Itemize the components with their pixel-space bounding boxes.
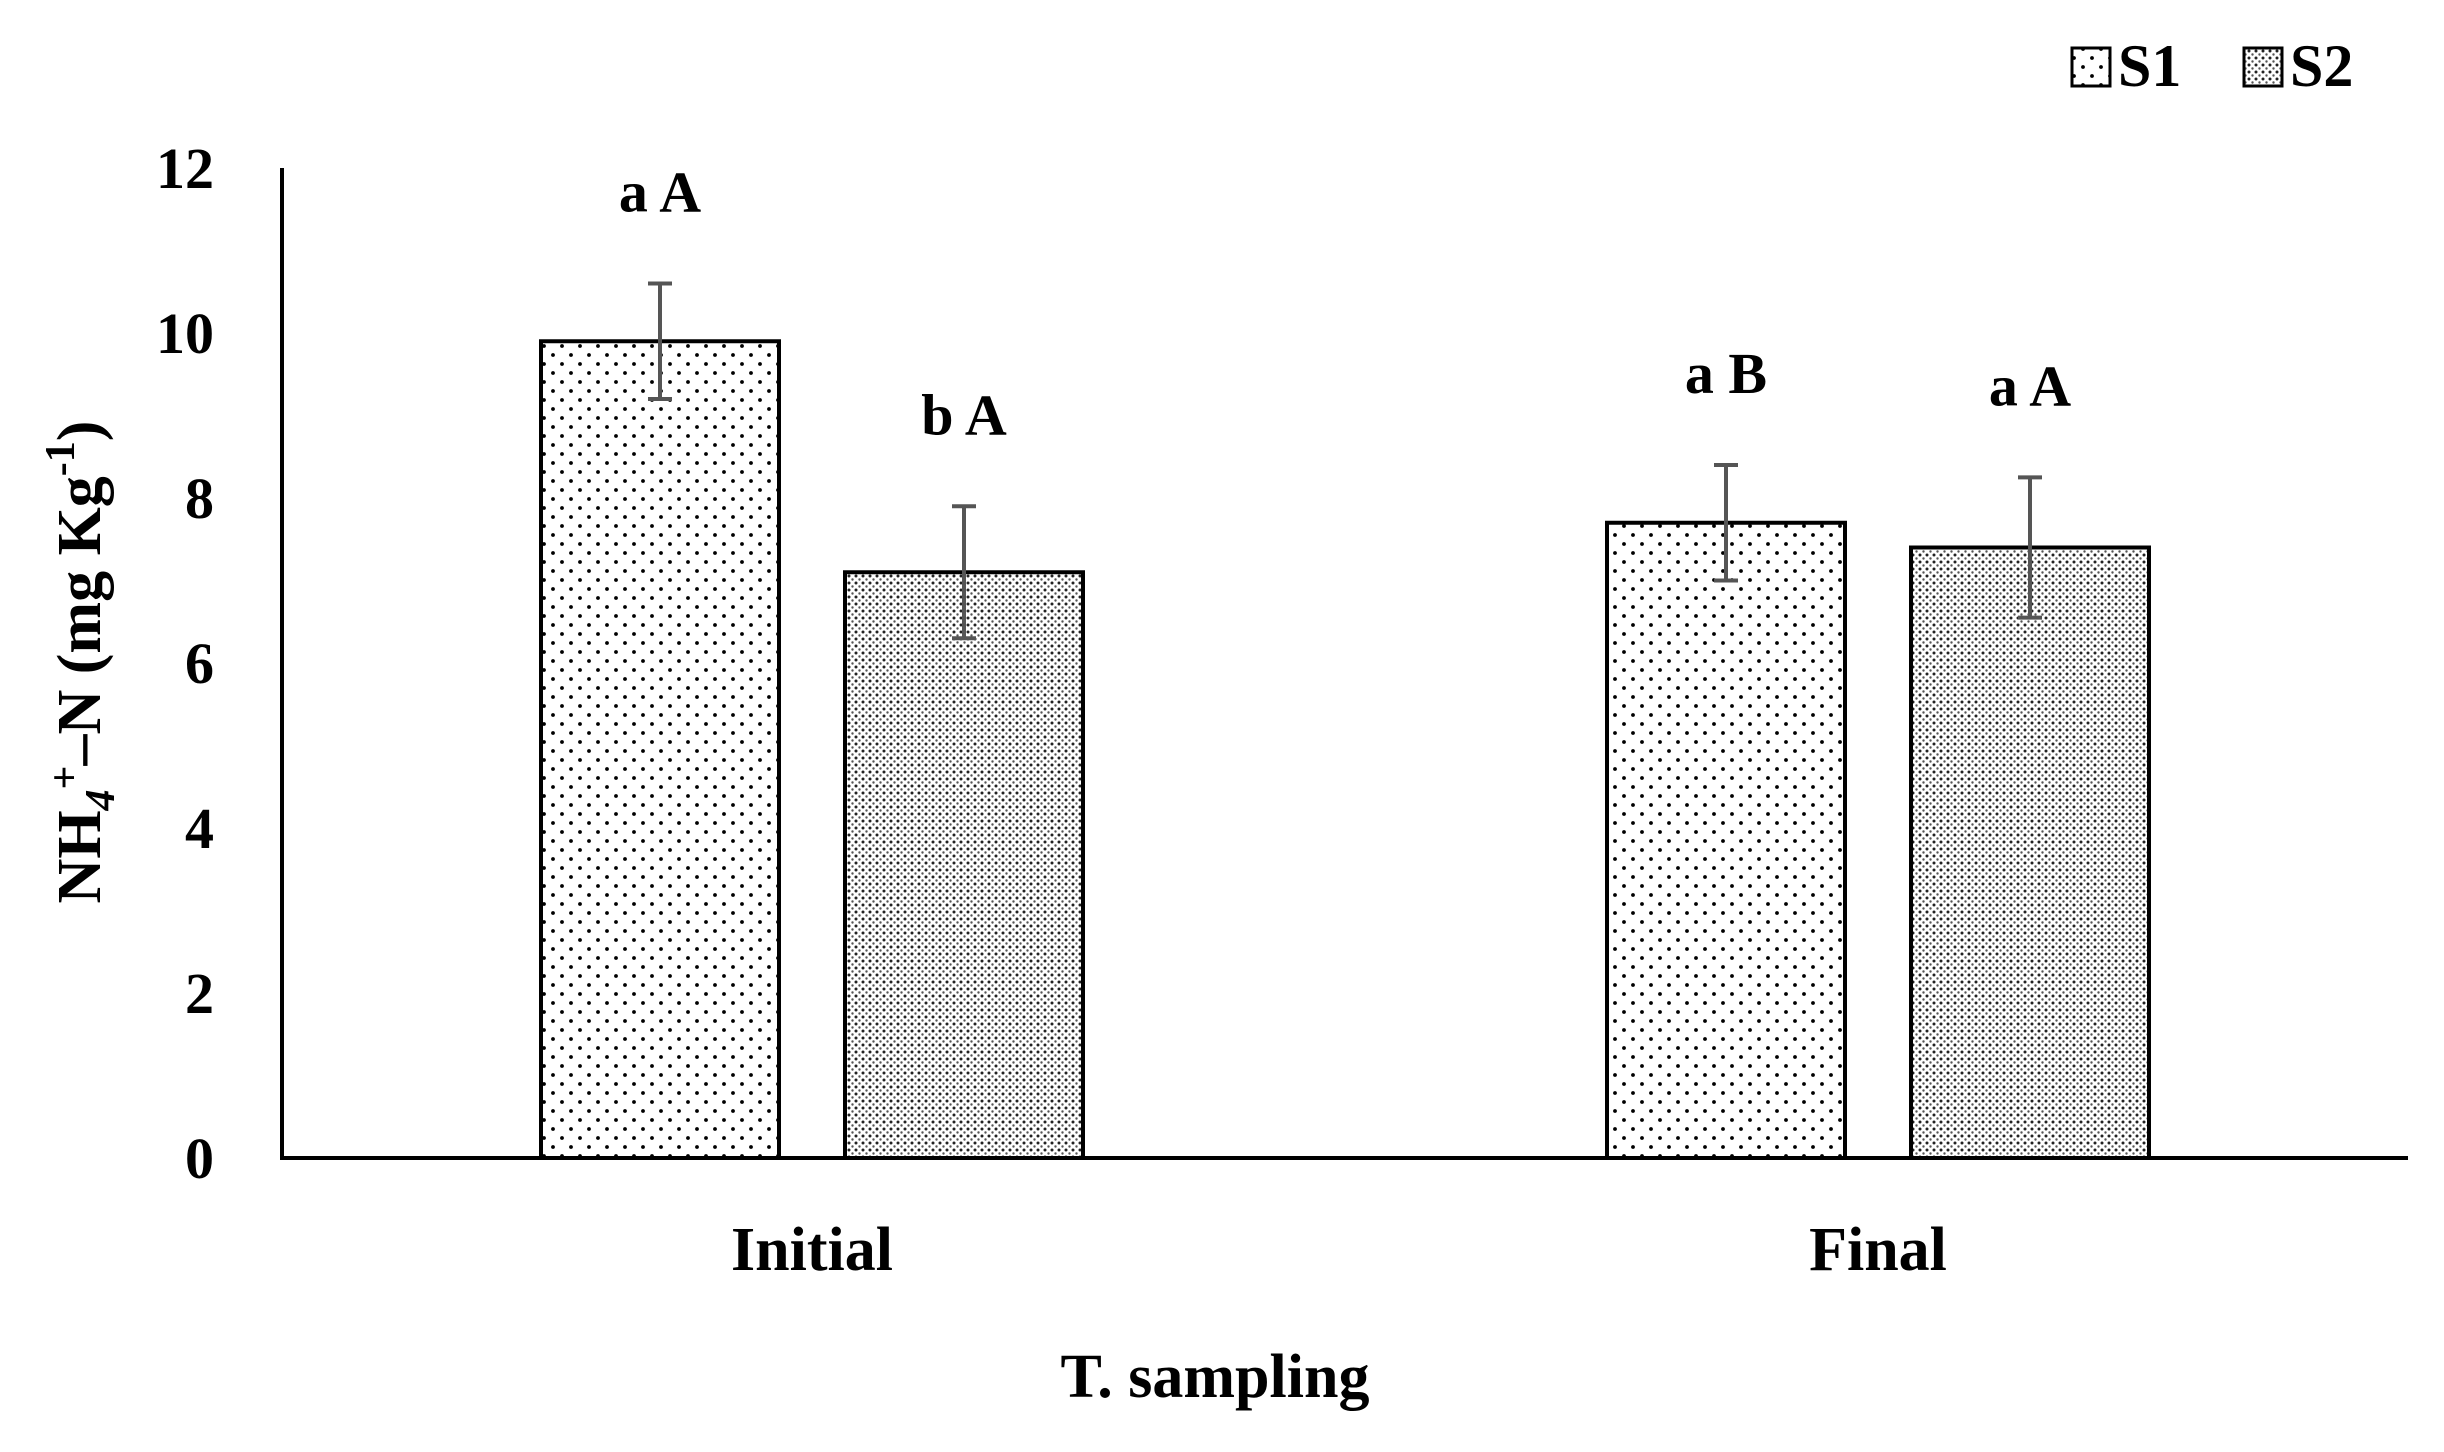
- category-label: Initial: [731, 1216, 893, 1284]
- y-axis-title: NH4+–N (mg Kg-1): [38, 421, 124, 904]
- x-axis-title: T. sampling: [1061, 1343, 1370, 1411]
- legend-label-s2: S2: [2290, 33, 2353, 99]
- error-bar: [1714, 463, 1738, 583]
- error-bar: [952, 504, 976, 641]
- category-label: Final: [1809, 1216, 1947, 1284]
- legend: S1 S2: [2070, 33, 2353, 99]
- category-labels: Initial Final: [731, 1216, 1947, 1284]
- bars: [539, 339, 2151, 1160]
- bar-s1-initial: [539, 339, 781, 1160]
- error-bars: [648, 281, 2042, 641]
- significance-label: a A: [619, 160, 701, 225]
- bar-s2-final: [1909, 545, 2151, 1160]
- bar-s1-final: [1605, 520, 1847, 1160]
- error-bar: [2018, 475, 2042, 620]
- significance-labels: a A b A a B a A: [619, 160, 2071, 448]
- significance-label: a A: [1989, 353, 2071, 418]
- y-tick-label: 0: [185, 1126, 214, 1191]
- significance-label: b A: [921, 382, 1007, 447]
- y-tick-label: 6: [185, 631, 214, 696]
- error-bar: [648, 281, 672, 401]
- legend-swatch-s1: [2070, 46, 2112, 88]
- bar-s2-initial: [843, 570, 1085, 1160]
- y-tick-label: 10: [156, 301, 214, 366]
- legend-swatch-s2: [2242, 46, 2284, 88]
- y-tick-labels: 0 2 4 6 8 10 12: [156, 136, 214, 1191]
- y-tick-label: 8: [185, 466, 214, 531]
- legend-label-s1: S1: [2118, 33, 2181, 99]
- y-tick-label: 12: [156, 136, 214, 201]
- significance-label: a B: [1685, 341, 1767, 406]
- y-tick-label: 2: [185, 961, 214, 1026]
- y-tick-label: 4: [185, 796, 214, 861]
